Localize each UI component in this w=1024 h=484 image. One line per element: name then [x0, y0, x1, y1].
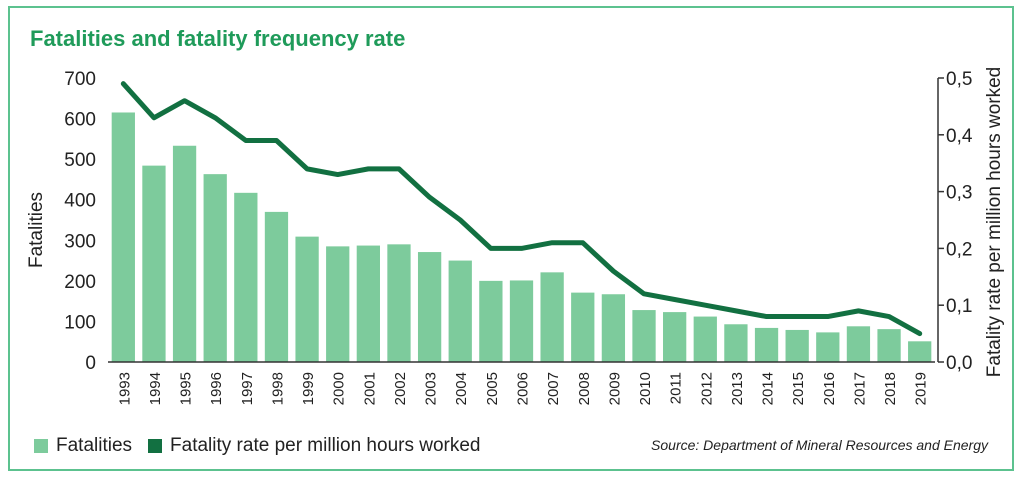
bar-2018: [877, 329, 901, 362]
bar-2006: [509, 280, 534, 362]
bar-1999: [295, 236, 319, 362]
right-tick-label: 0,3: [946, 183, 972, 204]
bar-2015: [785, 329, 809, 362]
x-tick-label: 1999: [300, 372, 317, 405]
bar-2013: [724, 324, 748, 362]
x-tick-label: 2013: [729, 372, 746, 405]
x-tick-label: 1996: [208, 372, 225, 405]
x-tick-label: 1998: [269, 372, 286, 405]
bar-2012: [693, 316, 717, 362]
left-tick-label: 300: [64, 231, 96, 252]
legend-item-rate: Fatality rate per million hours worked: [148, 435, 481, 457]
x-tick-label: 2004: [453, 372, 470, 405]
legend-label-fatalities: Fatalities: [56, 435, 133, 456]
x-tick-label: 2012: [698, 372, 715, 405]
y-axis-label: Fatalities: [26, 192, 47, 268]
x-tick-label: 2001: [361, 372, 378, 405]
left-axis-ticks: 0 100 200 300 400 500 600 700: [64, 69, 96, 374]
left-tick-label: 200: [64, 272, 96, 293]
bar-2003: [417, 252, 442, 362]
right-tick-label: 0,1: [946, 296, 972, 317]
right-tick-label: 0,5: [946, 69, 972, 90]
left-tick-label: 100: [64, 312, 96, 333]
x-tick-label: 2019: [913, 372, 930, 405]
bar-2000: [326, 246, 350, 362]
x-tick-label: 2015: [790, 372, 807, 405]
x-tick-label: 2010: [637, 372, 654, 405]
left-tick-label: 700: [64, 69, 96, 90]
chart-legend: Fatalities Fatality rate per million hou…: [34, 434, 497, 458]
chart-frame: [8, 6, 1014, 471]
x-tick-label: 2005: [484, 372, 501, 405]
bar-1996: [203, 174, 227, 362]
chart-title: Fatalities and fatality frequency rate: [30, 26, 406, 51]
bar-2009: [601, 294, 626, 362]
left-tick-label: 0: [85, 353, 96, 374]
x-tick-label: 2006: [515, 372, 532, 405]
bar-2010: [632, 310, 656, 362]
bar-1994: [142, 165, 166, 362]
bar-2019: [908, 341, 932, 362]
right-tick-label: 0,4: [946, 126, 973, 147]
source-note: Source: Department of Mineral Resources …: [651, 437, 988, 453]
x-tick-label: 1995: [178, 372, 195, 405]
x-tick-label: 2008: [576, 372, 593, 405]
x-tick-label: 2018: [882, 372, 899, 405]
bar-2005: [479, 280, 503, 362]
bar-2002: [387, 244, 411, 362]
x-tick-label: 1993: [116, 372, 133, 405]
x-tick-label: 2017: [851, 372, 868, 405]
x-axis-ticks: 1993 1994 1995 1996 1997 1998 1999 2000 2001 2002…: [116, 372, 929, 405]
y2-axis-label: Fatality rate per million hours worked: [984, 67, 1005, 377]
bar-2008: [571, 292, 595, 362]
bar-series: [111, 112, 932, 363]
bar-1998: [264, 211, 289, 362]
legend-item-fatalities: Fatalities: [34, 435, 132, 457]
bar-2011: [663, 312, 687, 362]
right-tick-label: 0,2: [946, 239, 972, 260]
axes: [108, 78, 939, 363]
line-series: [120, 81, 923, 337]
left-tick-label: 400: [64, 191, 96, 212]
x-tick-label: 1997: [239, 372, 256, 405]
bar-2007: [540, 272, 564, 362]
x-tick-label: 2009: [606, 372, 623, 405]
bar-1997: [234, 192, 258, 362]
x-tick-label: 2002: [392, 372, 409, 405]
legend-swatch-line: [148, 439, 163, 453]
legend-label-rate: Fatality rate per million hours worked: [170, 435, 481, 456]
bar-2001: [356, 245, 380, 362]
bar-2004: [448, 260, 472, 362]
bar-2016: [816, 332, 840, 362]
left-tick-label: 600: [64, 110, 96, 131]
x-tick-label: 1994: [147, 372, 164, 405]
legend-swatch-bar: [34, 439, 48, 453]
x-tick-label: 2014: [760, 372, 777, 405]
bar-1993: [111, 112, 135, 363]
x-tick-label: 2003: [423, 372, 440, 405]
x-tick-label: 2007: [545, 372, 562, 405]
right-axis-ticks: 0,0 0,1 0,2 0,3 0,4 0,5: [938, 69, 973, 374]
left-tick-label: 500: [64, 150, 96, 171]
bar-2017: [846, 326, 871, 362]
x-tick-label: 2016: [821, 372, 838, 405]
x-tick-label: 2011: [668, 372, 685, 404]
bar-2014: [754, 327, 779, 362]
bar-1995: [172, 145, 197, 362]
right-tick-label: 0,0: [946, 353, 972, 374]
x-tick-label: 2000: [331, 372, 348, 405]
